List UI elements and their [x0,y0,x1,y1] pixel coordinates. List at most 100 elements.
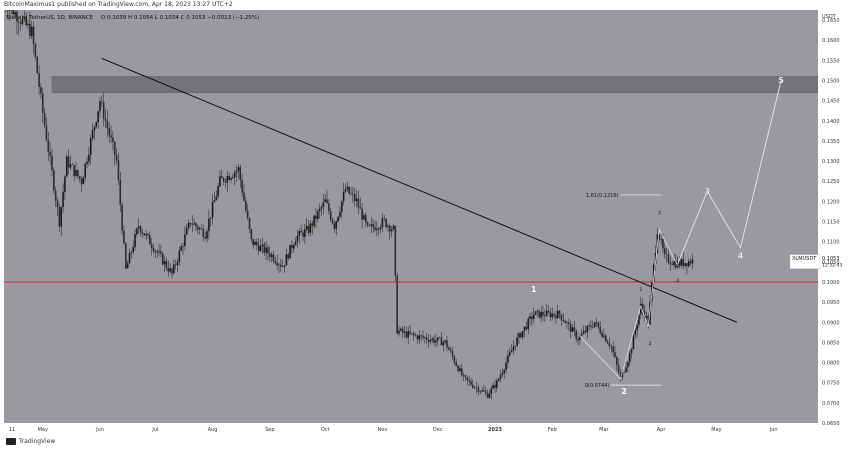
candle-body-2022-08-07 [222,178,225,182]
candle-body-2022-09-10 [285,254,288,266]
candle-body-2022-09-01 [268,253,271,257]
candle-body-2022-07-04 [160,251,162,254]
candle-body-2023-04-03 [663,248,666,254]
time-tick-9: 2023 [488,427,502,433]
candle-body-2022-06-20 [134,234,136,248]
candle-body-2023-02-09 [566,322,568,324]
candle-body-2023-04-13 [682,259,685,266]
candle-body-2022-05-09 [56,200,59,207]
legend-layer: Stellar / TetherUS, 1D, BINANCE O 0.1039… [6,15,259,21]
candle-body-2023-03-21 [640,303,642,315]
candle-body-2022-07-22 [193,223,195,225]
candle-body-2022-08-27 [259,245,262,252]
candle-body-2023-04-10 [676,261,679,268]
plot-area[interactable] [4,10,818,423]
candle-body-2023-04-01 [660,238,662,240]
time-tick-4: Aug [208,427,218,433]
candle-body-2023-03-11 [621,372,624,378]
candle-body-2023-01-31 [549,312,552,318]
projection-label-0: 3 [704,187,710,196]
candle-body-2022-08-15 [237,167,240,171]
candle-body-2022-06-06 [108,128,111,136]
candle-body-2022-10-02 [326,199,328,204]
candle-body-2022-11-13 [403,331,406,333]
candle-body-2022-05-17 [71,164,74,165]
candle-body-2022-11-11 [400,328,402,331]
candle-body-2022-06-03 [102,102,105,119]
candle-body-2022-12-14 [460,368,463,376]
price-tick-8: 0.1250 [822,179,840,185]
time-axis[interactable]: 11 May Jun Jul Aug Sep Oct Nov Dec 2023 Feb Mar Apr M… [0,423,818,436]
candle-body-2022-05-23 [82,177,85,185]
candle-body-2022-10-23 [364,215,367,223]
last-price-badge[interactable] [789,254,821,269]
time-tick-12: Apr [657,427,667,433]
candle-body-2022-11-26 [427,339,430,342]
candle-body-2022-11-05 [388,225,391,232]
candle-body-2022-12-04 [442,342,445,346]
candle-body-2022-11-25 [425,337,428,340]
candle-body-2023-01-01 [494,385,496,388]
candle-body-2022-04-24 [29,23,31,37]
time-tick-10: Feb [548,427,557,433]
price-tick-16: 0.0850 [822,340,840,346]
candle-body-2022-05-05 [49,151,51,156]
candle-body-2022-07-03 [158,251,160,253]
candle-body-2022-09-06 [278,264,280,266]
candle-body-2022-12-22 [475,387,478,388]
candle-body-2023-02-15 [577,338,579,341]
candle-body-2022-12-30 [490,388,493,394]
candle-body-2023-03-13 [625,367,627,372]
candle-body-2023-04-14 [684,263,686,266]
candle-body-2022-08-23 [252,239,254,245]
candle-body-2022-12-23 [477,387,480,392]
candle-body-2022-07-25 [198,228,201,230]
candle-body-2022-12-24 [479,391,482,393]
candle-body-2022-09-07 [280,264,282,267]
candle-body-2022-05-19 [75,169,77,176]
candle-body-2022-12-07 [448,347,450,350]
candle-body-2023-03-12 [623,371,625,373]
candle-body-2022-07-26 [200,228,203,229]
candle-body-2022-04-23 [27,23,29,26]
candle-body-2022-09-25 [313,215,315,226]
candle-body-2023-03-09 [617,364,620,373]
time-tick-14: Jun [769,427,778,433]
candle-body-2022-11-20 [416,335,419,340]
candle-body-2022-06-26 [145,233,147,236]
candle-body-2022-06-27 [147,233,149,236]
candle-body-2022-11-02 [383,218,386,219]
candle-body-2022-05-26 [88,154,90,162]
candle-body-2022-11-14 [405,331,408,338]
candle-body-2022-09-24 [311,223,314,226]
price-tick-13: 0.1000 [822,280,840,286]
wave-label-0: 1 [531,285,536,294]
candle-body-2022-10-17 [353,194,356,201]
candle-body-2022-10-10 [340,201,343,212]
candle-body-2023-03-24 [645,315,648,319]
candle-body-2022-09-22 [307,226,310,233]
candle-body-2023-03-25 [647,315,649,325]
price-tick-15: 0.0900 [822,320,840,326]
candle-body-2022-12-12 [457,365,459,372]
candle-body-2022-11-30 [435,340,437,343]
candle-body-2022-07-08 [167,267,170,272]
candle-body-2022-10-26 [370,224,373,226]
candle-body-2022-09-30 [322,201,325,208]
fib-level-label-0: 1.61(0.1216) [586,193,619,199]
candle-body-2023-04-02 [662,238,664,249]
candle-body-2022-10-24 [366,222,369,226]
tradingview-logo[interactable]: TradingView [6,438,55,445]
candle-body-2022-09-28 [318,208,321,212]
candle-body-2022-05-02 [43,112,46,126]
candle-body-2022-04-25 [30,26,33,37]
candle-body-2022-05-06 [51,155,53,171]
candle-body-2022-08-06 [221,176,223,179]
candle-body-2022-08-25 [256,241,258,246]
candle-body-2022-04-29 [38,73,40,88]
legend-symbol[interactable]: Stellar / TetherUS, 1D, BINANCE [6,15,94,21]
candle-body-2022-07-21 [191,224,194,225]
candle-body-2022-08-30 [265,247,267,253]
